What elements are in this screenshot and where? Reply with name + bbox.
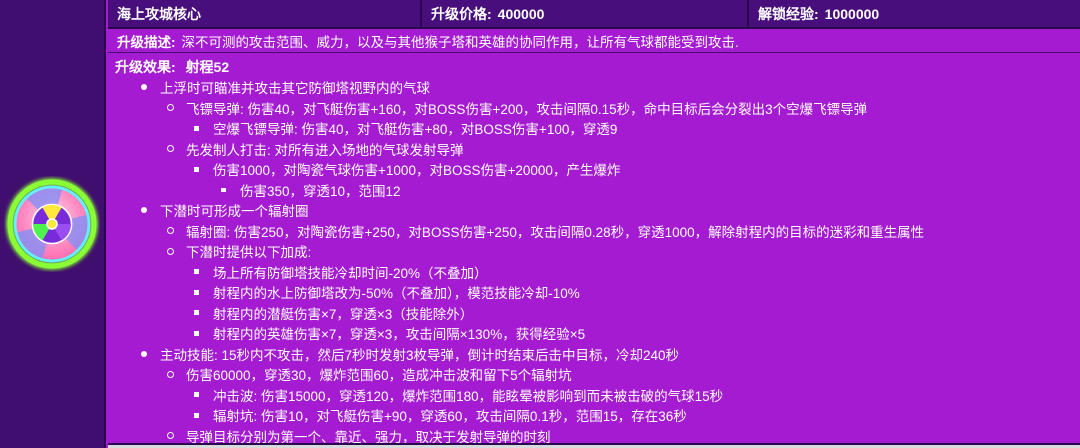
square-bullet-icon — [194, 126, 213, 131]
effect-text: 主动技能: 15秒内不攻击，然后7秒时发射3枚导弹，倒计时结束后击中目标，冷却2… — [160, 347, 680, 363]
effect-text: 上浮时可瞄准并攻击其它防御塔视野内的气球 — [160, 81, 430, 97]
effect-item: 先发制人打击: 对所有进入场地的气球发射导弹 — [108, 139, 1080, 160]
effect-item: 下潜时可形成一个辐射圈 — [108, 200, 1080, 221]
effect-text: 场上所有防御塔技能冷却时间-20%（不叠加） — [213, 265, 488, 281]
effect-item: 伤害60000，穿透30，爆炸范围60，造成冲击波和留下5个辐射坑 — [108, 364, 1080, 385]
effect-item: 辐射圈: 伤害250，对陶瓷伤害+250，对BOSS伤害+250，攻击间隔0.2… — [108, 221, 1080, 242]
description-text: 深不可测的攻击范围、威力，以及与其他猴子塔和英雄的协同作用，让所有气球都能受到攻… — [181, 34, 739, 50]
effect-item: 上浮时可瞄准并攻击其它防御塔视野内的气球 — [108, 77, 1080, 98]
circle-bullet-icon — [167, 145, 186, 152]
effect-text: 下潜时提供以下加成: — [186, 245, 312, 261]
effect-item: 伤害1000，对陶瓷气球伤害+1000，对BOSS伤害+20000，产生爆炸 — [108, 159, 1080, 180]
effect-text: 伤害1000，对陶瓷气球伤害+1000，对BOSS伤害+20000，产生爆炸 — [213, 163, 621, 179]
square-bullet-icon — [194, 290, 213, 295]
tower-icon-panel — [0, 0, 106, 448]
disc-bullet-icon — [141, 351, 160, 357]
square-bullet-icon — [194, 331, 213, 336]
effect-item: 空爆飞镖导弹: 伤害40，对飞艇伤害+80，对BOSS伤害+100，穿透9 — [108, 118, 1080, 139]
circle-bullet-icon — [167, 227, 186, 234]
effect-text: 飞镖导弹: 伤害40，对飞艇伤害+160，对BOSS伤害+200，攻击间隔0.1… — [186, 101, 868, 117]
effects-range-value: 射程52 — [185, 59, 230, 75]
effects-section: 升级效果: 射程52 上浮时可瞄准并攻击其它防御塔视野内的气球飞镖导弹: 伤害4… — [108, 53, 1080, 443]
unlock-xp-cell: 解锁经验: 1000000 — [747, 0, 1080, 27]
effect-text: 射程内的英雄伤害×7，穿透×3，攻击间隔×130%，获得经验×5 — [213, 327, 586, 343]
effect-item: 伤害350，穿透10，范围12 — [108, 180, 1080, 201]
effect-item: 飞镖导弹: 伤害40，对飞艇伤害+160，对BOSS伤害+200，攻击间隔0.1… — [108, 98, 1080, 119]
effect-text: 射程内的潜艇伤害×7，穿透×3（技能除外） — [213, 306, 474, 322]
effect-text: 辐射圈: 伤害250，对陶瓷伤害+250，对BOSS伤害+250，攻击间隔0.2… — [186, 224, 925, 240]
circle-bullet-icon — [167, 432, 186, 439]
xp-label: 解锁经验: — [758, 5, 819, 22]
upgrade-title: 海上攻城核心 — [117, 5, 201, 22]
upgrade-price-cell: 升级价格: 400000 — [420, 0, 747, 27]
upgrade-content: 海上攻城核心 升级价格: 400000 解锁经验: 1000000 升级描述: … — [108, 0, 1080, 448]
effect-item: 场上所有防御塔技能冷却时间-20%（不叠加） — [108, 262, 1080, 283]
effect-text: 先发制人打击: 对所有进入场地的气球发射导弹 — [186, 142, 464, 158]
description-label: 升级描述: — [117, 34, 176, 50]
price-value: 400000 — [497, 5, 545, 22]
square-bullet-icon — [221, 188, 240, 193]
effect-text: 辐射坑: 伤害10，对飞艇伤害+90，穿透60，攻击间隔0.1秒，范围15，存在… — [213, 409, 687, 425]
effect-item: 下潜时提供以下加成: — [108, 241, 1080, 262]
effect-item: 导弹目标分别为第一个、靠近、强力，取决于发射导弹的时刻 — [108, 426, 1080, 443]
effect-item: 射程内的水上防御塔改为-50%（不叠加），模范技能冷却-10% — [108, 282, 1080, 303]
square-bullet-icon — [194, 413, 213, 418]
circle-bullet-icon — [167, 371, 186, 378]
tower-icon — [7, 179, 97, 269]
square-bullet-icon — [194, 310, 213, 315]
effect-item: 辐射坑: 伤害10，对飞艇伤害+90，穿透60，攻击间隔0.1秒，范围15，存在… — [108, 405, 1080, 426]
effects-list: 上浮时可瞄准并攻击其它防御塔视野内的气球飞镖导弹: 伤害40，对飞艇伤害+160… — [108, 77, 1080, 443]
disc-bullet-icon — [141, 207, 160, 213]
xp-value: 1000000 — [824, 5, 880, 22]
effect-text: 冲击波: 伤害15000，穿透120，爆炸范围180，能眩晕被影响到而未被击破的… — [213, 388, 724, 404]
square-bullet-icon — [194, 269, 213, 274]
header-row: 海上攻城核心 升级价格: 400000 解锁经验: 1000000 — [108, 0, 1080, 29]
effect-text: 射程内的水上防御塔改为-50%（不叠加），模范技能冷却-10% — [213, 286, 580, 302]
effects-label: 升级效果: — [115, 59, 176, 75]
effect-text: 伤害350，穿透10，范围12 — [240, 183, 401, 199]
effect-text: 导弹目标分别为第一个、靠近、强力，取决于发射导弹的时刻 — [186, 429, 551, 443]
effect-item: 射程内的英雄伤害×7，穿透×3，攻击间隔×130%，获得经验×5 — [108, 323, 1080, 344]
description-row: 升级描述: 深不可测的攻击范围、威力，以及与其他猴子塔和英雄的协同作用，让所有气… — [108, 29, 1080, 53]
effect-text: 伤害60000，穿透30，爆炸范围60，造成冲击波和留下5个辐射坑 — [186, 368, 572, 384]
effect-item: 射程内的潜艇伤害×7，穿透×3（技能除外） — [108, 303, 1080, 324]
effect-item: 冲击波: 伤害15000，穿透120，爆炸范围180，能眩晕被影响到而未被击破的… — [108, 385, 1080, 406]
effect-item: 主动技能: 15秒内不攻击，然后7秒时发射3枚导弹，倒计时结束后击中目标，冷却2… — [108, 344, 1080, 365]
circle-bullet-icon — [167, 104, 186, 111]
square-bullet-icon — [194, 167, 213, 172]
effect-text: 下潜时可形成一个辐射圈 — [160, 204, 309, 220]
disc-bullet-icon — [141, 84, 160, 90]
effects-header: 升级效果: 射程52 — [108, 57, 1080, 77]
price-label: 升级价格: — [431, 5, 492, 22]
effect-text: 空爆飞镖导弹: 伤害40，对飞艇伤害+80，对BOSS伤害+100，穿透9 — [213, 122, 618, 138]
bottom-strip — [108, 443, 1080, 448]
square-bullet-icon — [194, 392, 213, 397]
circle-bullet-icon — [167, 248, 186, 255]
